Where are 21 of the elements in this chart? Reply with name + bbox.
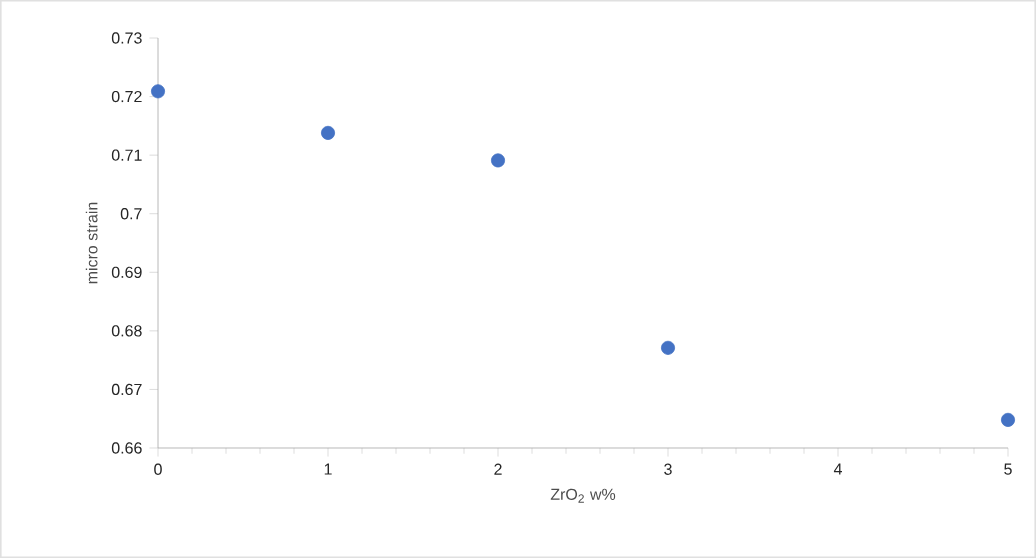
- point: [151, 84, 166, 99]
- x-tick-label: 4: [833, 463, 842, 475]
- x-tick-label: 3: [664, 463, 672, 475]
- y-tick-label: 0.69: [111, 266, 142, 278]
- x-tick-label: 5: [1004, 463, 1012, 475]
- point: [321, 125, 336, 140]
- y-tick-label: 0.68: [111, 325, 142, 337]
- point: [491, 153, 506, 168]
- y-tick-label: 0.67: [111, 383, 142, 396]
- y-tick-label: 0.72: [111, 90, 142, 103]
- x-tick-label: 2: [494, 463, 502, 475]
- y-axis-title: micro strain: [85, 202, 98, 284]
- y-tick-label: 0.7: [120, 208, 142, 220]
- x-tick-label: 1: [324, 463, 332, 475]
- point: [661, 340, 676, 355]
- y-tick-label: 0.73: [111, 32, 142, 44]
- x-axis-title: ZrO$_{2}$ w%: [550, 488, 616, 503]
- y-tick-label: 0.66: [111, 442, 142, 454]
- y-tick-label: 0.71: [111, 149, 142, 161]
- x-tick-label: 0: [154, 463, 162, 475]
- point: [1001, 412, 1015, 427]
